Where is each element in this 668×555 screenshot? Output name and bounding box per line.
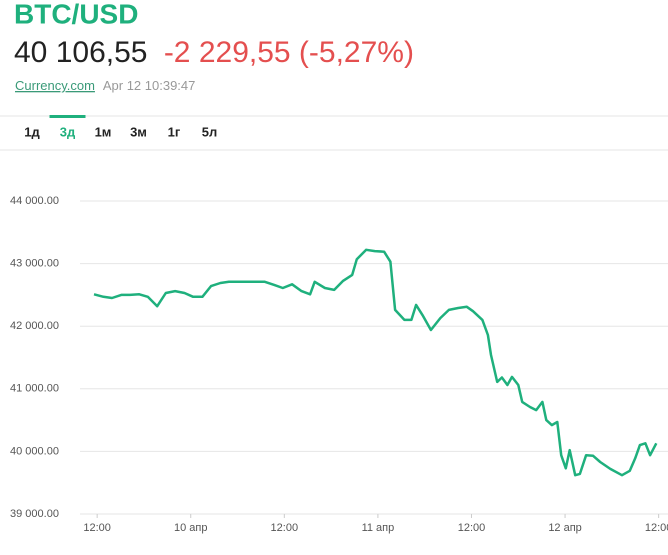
x-tick-label: 10 апр <box>174 522 207 534</box>
tab[interactable]: 1м <box>95 124 112 139</box>
x-tick-label: 12 апр <box>548 522 581 534</box>
timestamp: Apr 12 10:39:47 <box>103 78 196 93</box>
x-tick-label: 12:00 <box>83 522 111 534</box>
y-tick-label: 40 000.00 <box>10 445 59 457</box>
source-link[interactable]: Currency.com <box>15 78 95 93</box>
chart: 39 000.00 40 000.00 41 000.00 42 000.00 43 0… <box>10 195 668 534</box>
x-tick-label: 12:00 <box>458 522 486 534</box>
price-line <box>93 248 658 477</box>
y-tick-label: 42 000.00 <box>10 320 59 332</box>
x-tick-label: 12:00 <box>645 522 668 534</box>
tab[interactable]: 1д <box>24 124 40 139</box>
y-tick-label: 44 000.00 <box>10 195 59 207</box>
tab[interactable]: 5л <box>202 124 218 139</box>
change: -2 229,55 (-5,27%) <box>164 36 414 69</box>
price-line: 40 106,55 -2 229,55 (-5,27%) <box>14 36 414 69</box>
y-tick-label: 41 000.00 <box>10 383 59 395</box>
tab-indicator <box>49 115 86 118</box>
tab[interactable]: 3м <box>130 124 147 139</box>
x-tick-label: 11 апр <box>362 522 395 534</box>
source-line: Currency.com Apr 12 10:39:47 <box>15 78 195 93</box>
tab[interactable]: 1г <box>168 124 181 139</box>
y-tick-label: 39 000.00 <box>10 508 59 520</box>
tab[interactable]: 3д <box>60 124 76 139</box>
x-tick-label: 12:00 <box>271 522 299 534</box>
price: 40 106,55 <box>14 36 147 69</box>
pair-title: BTC/USD <box>14 0 138 29</box>
y-tick-label: 43 000.00 <box>10 258 59 270</box>
tabs: 1д 3д 1м 3м 1г 5л <box>24 115 217 139</box>
